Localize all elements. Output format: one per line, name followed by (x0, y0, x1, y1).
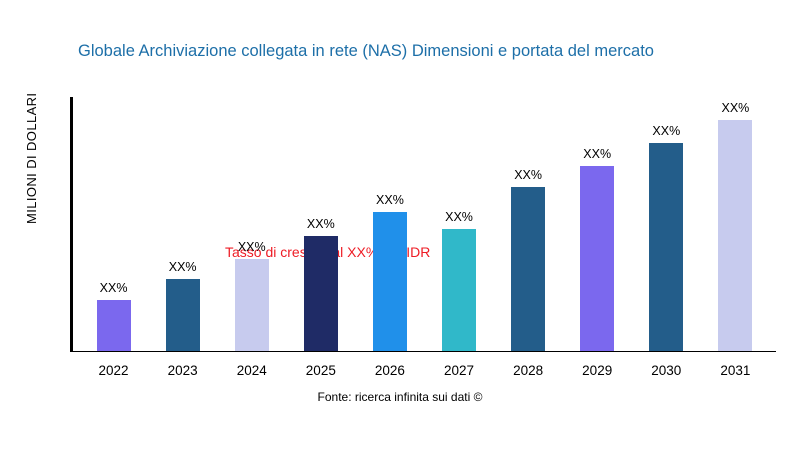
x-axis-tick-label: 2025 (305, 363, 336, 378)
bar-group: XX% 2025 (303, 97, 339, 378)
bar (303, 235, 338, 351)
source-note: Fonte: ricerca infinita sui dati © (317, 390, 483, 404)
bar-value-label: XX% (99, 281, 128, 296)
bar-value-label: XX% (237, 239, 266, 254)
bar-group: XX% 2030 (648, 97, 684, 378)
bar-value-label: XX% (168, 260, 197, 275)
bar-group: XX% 2028 (510, 97, 546, 378)
bar-value-label: XX% (583, 147, 612, 162)
chart-title: Globale Archiviazione collegata in rete … (78, 42, 654, 60)
bar-value-label: XX% (652, 124, 681, 139)
bar (649, 143, 684, 351)
x-axis-tick-label: 2022 (98, 363, 129, 378)
bar-value-label: XX% (306, 216, 335, 231)
x-axis-tick-label: 2023 (167, 363, 198, 378)
x-axis-tick-label: 2030 (651, 363, 682, 378)
bar (372, 212, 407, 351)
x-axis-tick-label: 2031 (720, 363, 751, 378)
bar-value-label: XX% (514, 168, 542, 183)
x-axis-tick-label: 2028 (513, 363, 544, 378)
bars: XX% 2022 XX% 2023 XX% 2024 XX% 2025 XX% 2026 XX% 20… (73, 97, 776, 378)
bar-group: XX% 2026 (372, 97, 408, 378)
bar-group: XX% 2031 (717, 97, 753, 378)
bar (511, 187, 546, 351)
x-axis-tick-label: 2029 (582, 363, 613, 378)
bar (580, 166, 615, 351)
bar (165, 279, 200, 351)
bar-value-label: XX% (445, 209, 473, 224)
y-axis-label: MILIONI DI DOLLARI (24, 92, 39, 224)
bar (96, 300, 131, 351)
bar-group: XX% 2022 (96, 97, 132, 378)
x-axis-tick-label: 2027 (443, 363, 475, 378)
bar (234, 258, 269, 351)
bar-group: XX% 2024 (234, 97, 270, 378)
bar (442, 228, 477, 351)
bar-group: XX% 2023 (165, 97, 201, 378)
bar-value-label: XX% (721, 101, 750, 116)
bar (718, 120, 753, 351)
bar-group: XX% 2029 (579, 97, 615, 378)
bar-value-label: XX% (376, 193, 404, 208)
x-axis-tick-label: 2026 (374, 363, 405, 378)
bar-group: XX% 2027 (441, 97, 477, 378)
x-axis-tick-label: 2024 (236, 363, 267, 378)
plot-area: Tasso di crescita al XX% per IDR XX%2022… (70, 97, 776, 378)
